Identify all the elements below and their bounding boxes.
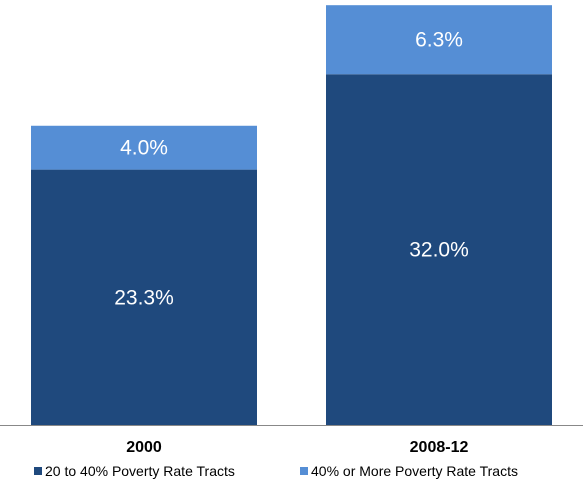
legend: 20 to 40% Poverty Rate Tracts 40% or More…: [34, 463, 518, 479]
category-label-2008-12: 2008-12: [410, 439, 469, 456]
bar-segment-2-2008-12: [326, 5, 552, 75]
data-label-1-2008-12: 32.0%: [409, 239, 469, 262]
bar-segment-1-2008-12: [326, 74, 552, 425]
legend-swatch-1: [34, 467, 42, 475]
legend-swatch-2: [300, 467, 308, 475]
legend-label-1: 20 to 40% Poverty Rate Tracts: [45, 463, 235, 479]
data-label-1-2000: 23.3%: [114, 286, 174, 309]
legend-label-2: 40% or More Poverty Rate Tracts: [311, 463, 518, 479]
category-label-2000: 2000: [126, 439, 162, 456]
category-labels: 2000 2008-12: [126, 439, 468, 456]
data-label-2-2008-12: 6.3%: [415, 29, 463, 52]
bar-segment-1-2000: [31, 169, 257, 425]
bar-group: 23.3% 4.0% 32.0% 6.3%: [31, 5, 552, 425]
data-label-2-2000: 4.0%: [120, 137, 168, 160]
bar-segment-2-2000: [31, 125, 257, 170]
